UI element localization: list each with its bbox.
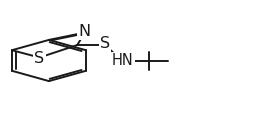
Text: S: S: [34, 51, 45, 66]
Text: S: S: [100, 36, 110, 51]
Text: HN: HN: [112, 53, 134, 68]
Text: N: N: [79, 24, 91, 39]
